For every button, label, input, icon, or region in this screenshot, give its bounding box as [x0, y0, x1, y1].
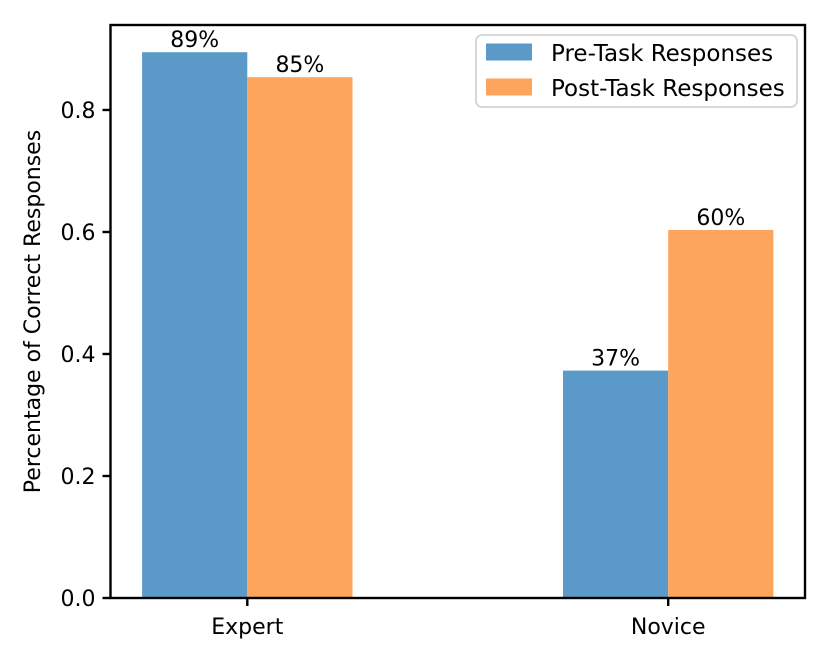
bar-expert-post-task-responses	[247, 77, 353, 598]
y-tick-label-0.8: 0.8	[61, 99, 96, 124]
bar-value-label-expert-post-task-responses: 85%	[275, 53, 324, 78]
y-tick-label-0.0: 0.0	[61, 587, 96, 612]
bar-value-label-expert-pre-task-responses: 89%	[170, 28, 219, 53]
bar-value-label-novice-pre-task-responses: 37%	[591, 347, 640, 372]
bar-value-label-novice-post-task-responses: 60%	[696, 206, 745, 231]
plot-area-border	[109, 23, 807, 600]
x-tick-label-novice: Novice	[631, 615, 706, 640]
legend-label-pre-task-responses: Pre-Task Responses	[551, 41, 773, 67]
y-tick-label-0.6: 0.6	[61, 221, 96, 246]
legend: Pre-Task Responses Post-Task Responses	[475, 34, 798, 108]
legend-swatch-pre-task-responses	[486, 43, 532, 61]
y-tick-label-0.4: 0.4	[61, 343, 96, 368]
x-tick-label-expert: Expert	[211, 615, 283, 640]
legend-box	[475, 34, 798, 108]
y-axis-label: Percentage of Correct Responses	[21, 130, 46, 493]
bar-novice-post-task-responses	[668, 230, 774, 598]
bar-novice-pre-task-responses	[563, 370, 669, 598]
legend-swatch-post-task-responses	[486, 78, 532, 96]
legend-label-post-task-responses: Post-Task Responses	[551, 76, 785, 102]
y-tick-label-0.2: 0.2	[61, 465, 96, 490]
bar-expert-pre-task-responses	[142, 52, 248, 598]
